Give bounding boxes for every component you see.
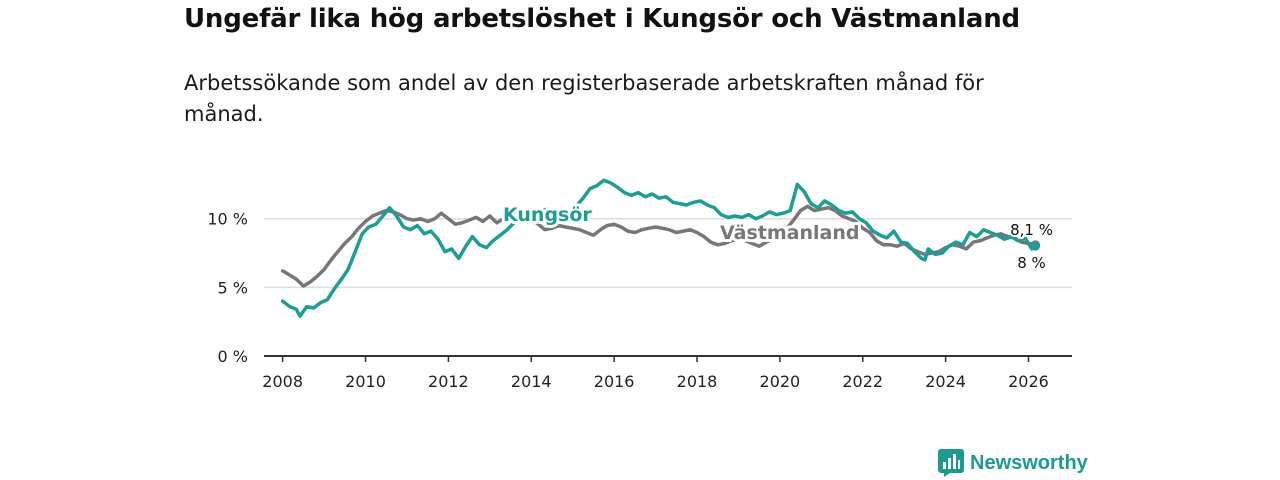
series-labels: Kungsör Västmanland 8,1 % 8 % <box>500 201 1055 274</box>
x-tick-label: 2024 <box>925 372 966 391</box>
series-lines <box>280 178 1038 318</box>
x-tick-label: 2016 <box>594 372 635 391</box>
series-label-kungsor: Kungsör <box>503 204 592 226</box>
x-tick-label: 2008 <box>262 372 303 391</box>
x-tick-label: 2010 <box>345 372 386 391</box>
end-point-kungsor <box>1031 241 1041 251</box>
axis-ticks: 0 % 5 % 10 % 2008 2010 2012 2014 2016 2018 2020 20… <box>207 210 1049 391</box>
gridlines <box>264 217 1072 357</box>
end-value-label-vastmanland: 8,1 % <box>1010 221 1053 239</box>
x-tick-label: 2022 <box>842 372 883 391</box>
y-tick-label: 10 % <box>207 210 248 229</box>
chart-subtitle: Arbetssökande som andel av den registerb… <box>184 71 984 126</box>
x-tick-label: 2026 <box>1008 372 1049 391</box>
x-tick-label: 2018 <box>677 372 718 391</box>
y-tick-label: 0 % <box>218 347 248 366</box>
y-tick-label: 5 % <box>218 278 248 297</box>
series-line-kungsor <box>280 178 1038 318</box>
end-value-label-kungsor: 8 % <box>1017 254 1046 272</box>
x-tick-label: 2014 <box>511 372 552 391</box>
chart-title: Ungefär lika hög arbetslöshet i Kungsör … <box>184 4 1020 34</box>
brand-name: Newsworthy <box>970 451 1088 474</box>
series-label-vastmanland: Västmanland <box>720 222 860 244</box>
newsworthy-logo-icon <box>938 449 964 477</box>
x-tick-label: 2020 <box>760 372 801 391</box>
x-tick-label: 2012 <box>428 372 469 391</box>
newsworthy-logo[interactable]: Newsworthy <box>938 449 1088 477</box>
